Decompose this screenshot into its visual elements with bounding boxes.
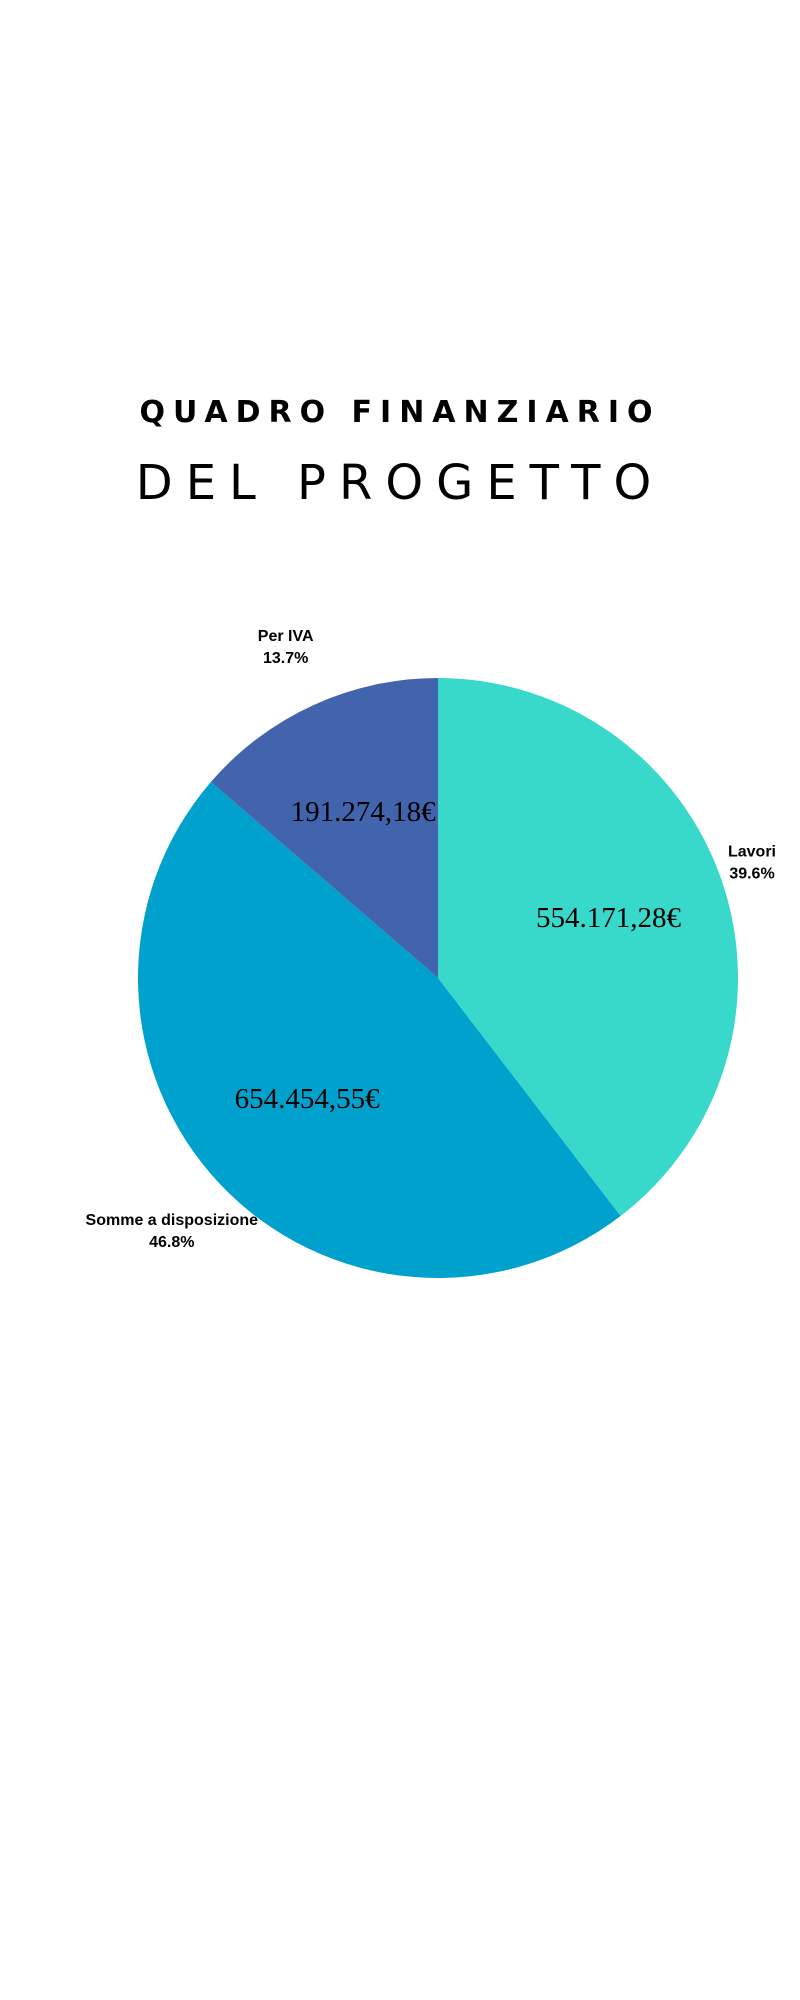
chart-title: QUADRO FINANZIARIO [139, 395, 661, 430]
pie-slice-somme-a-disposizione [137, 781, 621, 1279]
percent-label-lavori: 39.6% [729, 865, 774, 882]
pie-slice-per-iva [210, 678, 438, 978]
slice-label-lavori: Lavori 39.6% [728, 843, 776, 882]
percent-label-somme-a-disposizione: 46.8% [149, 1234, 194, 1251]
category-label-somme-a-disposizione: Somme a disposizione [86, 1212, 259, 1229]
value-label-per-iva: 191.274,18€ [291, 796, 437, 828]
category-label-per-iva: Per IVA [258, 628, 314, 645]
value-label-somme-a-disposizione: 654.454,55€ [235, 1083, 381, 1115]
category-label-lavori: Lavori [728, 843, 776, 860]
value-label-lavori: 554.171,28€ [536, 902, 682, 934]
slice-label-per-iva: Per IVA 13.7% [258, 628, 314, 667]
slice-label-somme-a-disposizione: Somme a disposizione 46.8% [86, 1212, 259, 1251]
percent-label-per-iva: 13.7% [263, 650, 308, 667]
chart-subtitle: DEL PROGETTO [135, 455, 665, 511]
pie-slice-lavori [438, 678, 739, 1217]
